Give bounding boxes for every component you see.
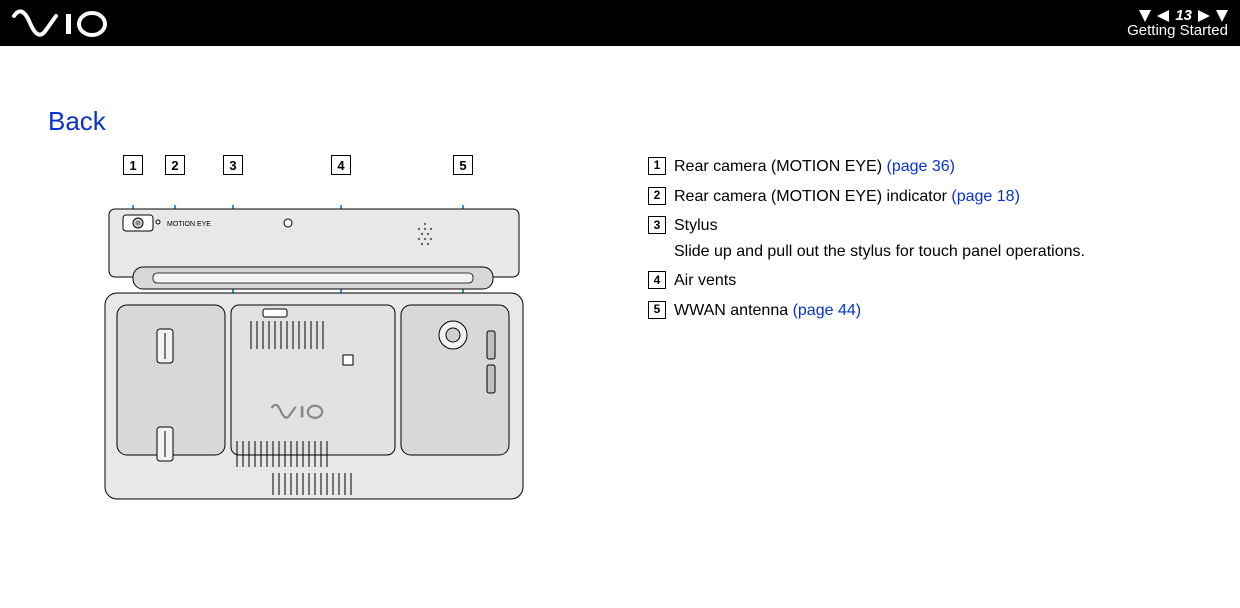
item-num-1: 1: [648, 157, 666, 175]
item-text-3: Stylus Slide up and pull out the stylus …: [674, 213, 1085, 264]
bookmark-icon-2: [1216, 10, 1228, 22]
vaio-logo: [12, 8, 132, 38]
callout-1: 1: [123, 155, 143, 175]
item-4: 4 Air vents: [648, 268, 1192, 294]
item-desc-3: Slide up and pull out the stylus for tou…: [674, 239, 1085, 265]
right-column: 1 Rear camera (MOTION EYE) (page 36) 2 R…: [648, 106, 1192, 515]
section-title: Getting Started: [1127, 23, 1228, 38]
item-3: 3 Stylus Slide up and pull out the stylu…: [648, 213, 1192, 264]
item-num-4: 4: [648, 271, 666, 289]
callout-box-4: 4: [331, 155, 351, 175]
back-heading: Back: [48, 106, 608, 137]
callout-box-2: 2: [165, 155, 185, 175]
header-right: 13 Getting Started: [1127, 8, 1228, 38]
item-label-5: WWAN antenna: [674, 302, 788, 319]
callout-box-5: 5: [453, 155, 473, 175]
callout-5: 5: [453, 155, 473, 175]
item-5: 5 WWAN antenna (page 44): [648, 298, 1192, 324]
item-num-2: 2: [648, 187, 666, 205]
item-text-1: Rear camera (MOTION EYE) (page 36): [674, 154, 955, 180]
page-link-1[interactable]: (page 36): [886, 158, 955, 175]
device-diagram: 1 2 3 4 5: [83, 155, 573, 515]
item-label-3: Stylus: [674, 217, 718, 234]
item-text-2: Rear camera (MOTION EYE) indicator (page…: [674, 184, 1020, 210]
item-label-2: Rear camera (MOTION EYE) indicator: [674, 188, 947, 205]
item-2: 2 Rear camera (MOTION EYE) indicator (pa…: [648, 184, 1192, 210]
item-text-5: WWAN antenna (page 44): [674, 298, 861, 324]
callout-4: 4: [331, 155, 351, 175]
content: Back 1 2 3 4 5: [0, 46, 1240, 515]
item-text-4: Air vents: [674, 268, 736, 294]
bookmark-icon: [1139, 10, 1151, 22]
item-label-1: Rear camera (MOTION EYE): [674, 158, 882, 175]
item-num-5: 5: [648, 301, 666, 319]
left-column: Back 1 2 3 4 5: [48, 106, 608, 515]
device-svg: MOTION EYE: [103, 205, 553, 505]
page-number: 13: [1175, 8, 1192, 23]
page-header: 13 Getting Started: [0, 0, 1240, 46]
item-label-4: Air vents: [674, 272, 736, 289]
page-link-5[interactable]: (page 44): [793, 302, 862, 319]
callout-2: 2: [165, 155, 185, 175]
page-link-2[interactable]: (page 18): [951, 188, 1020, 205]
pager: 13: [1139, 8, 1228, 23]
prev-page-button[interactable]: [1157, 10, 1169, 22]
callout-box-1: 1: [123, 155, 143, 175]
motion-eye-label: MOTION EYE: [167, 221, 211, 228]
callout-box-3: 3: [223, 155, 243, 175]
next-page-button[interactable]: [1198, 10, 1210, 22]
item-1: 1 Rear camera (MOTION EYE) (page 36): [648, 154, 1192, 180]
item-num-3: 3: [648, 216, 666, 234]
callout-3: 3: [223, 155, 243, 175]
vaio-logo-svg: [12, 8, 132, 38]
